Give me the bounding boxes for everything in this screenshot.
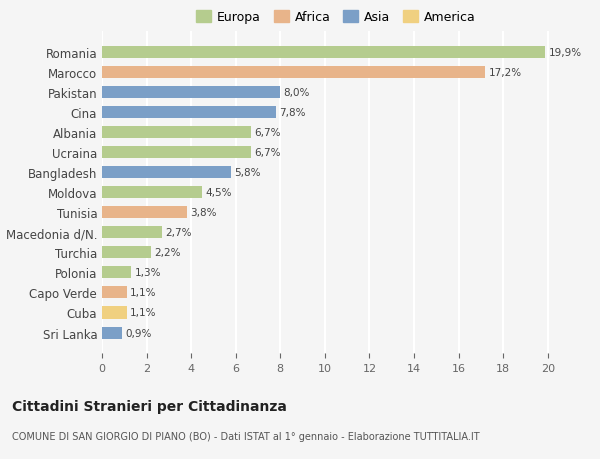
Bar: [102, 87, 280, 99]
Text: 4,5%: 4,5%: [206, 188, 232, 198]
Bar: [102, 47, 545, 59]
Bar: [102, 267, 131, 279]
Bar: [102, 207, 187, 219]
Bar: [102, 67, 485, 79]
Text: 2,7%: 2,7%: [166, 228, 192, 238]
Bar: [102, 107, 276, 119]
Bar: [102, 327, 122, 339]
Text: 5,8%: 5,8%: [235, 168, 261, 178]
Bar: [102, 167, 231, 179]
Bar: [102, 147, 251, 159]
Bar: [102, 287, 127, 299]
Bar: [102, 307, 127, 319]
Bar: [102, 227, 162, 239]
Bar: [102, 247, 151, 259]
Text: 1,1%: 1,1%: [130, 308, 157, 318]
Text: 7,8%: 7,8%: [279, 108, 305, 118]
Text: 1,1%: 1,1%: [130, 288, 157, 298]
Text: 2,2%: 2,2%: [154, 248, 181, 258]
Legend: Europa, Africa, Asia, America: Europa, Africa, Asia, America: [191, 6, 481, 29]
Text: 8,0%: 8,0%: [284, 88, 310, 98]
Text: 1,3%: 1,3%: [134, 268, 161, 278]
Bar: [102, 187, 202, 199]
Text: COMUNE DI SAN GIORGIO DI PIANO (BO) - Dati ISTAT al 1° gennaio - Elaborazione TU: COMUNE DI SAN GIORGIO DI PIANO (BO) - Da…: [12, 431, 479, 442]
Text: 19,9%: 19,9%: [549, 48, 582, 58]
Text: 6,7%: 6,7%: [254, 128, 281, 138]
Text: Cittadini Stranieri per Cittadinanza: Cittadini Stranieri per Cittadinanza: [12, 399, 287, 413]
Text: 6,7%: 6,7%: [254, 148, 281, 158]
Bar: [102, 127, 251, 139]
Text: 0,9%: 0,9%: [125, 328, 152, 338]
Text: 17,2%: 17,2%: [488, 68, 522, 78]
Text: 3,8%: 3,8%: [190, 208, 217, 218]
